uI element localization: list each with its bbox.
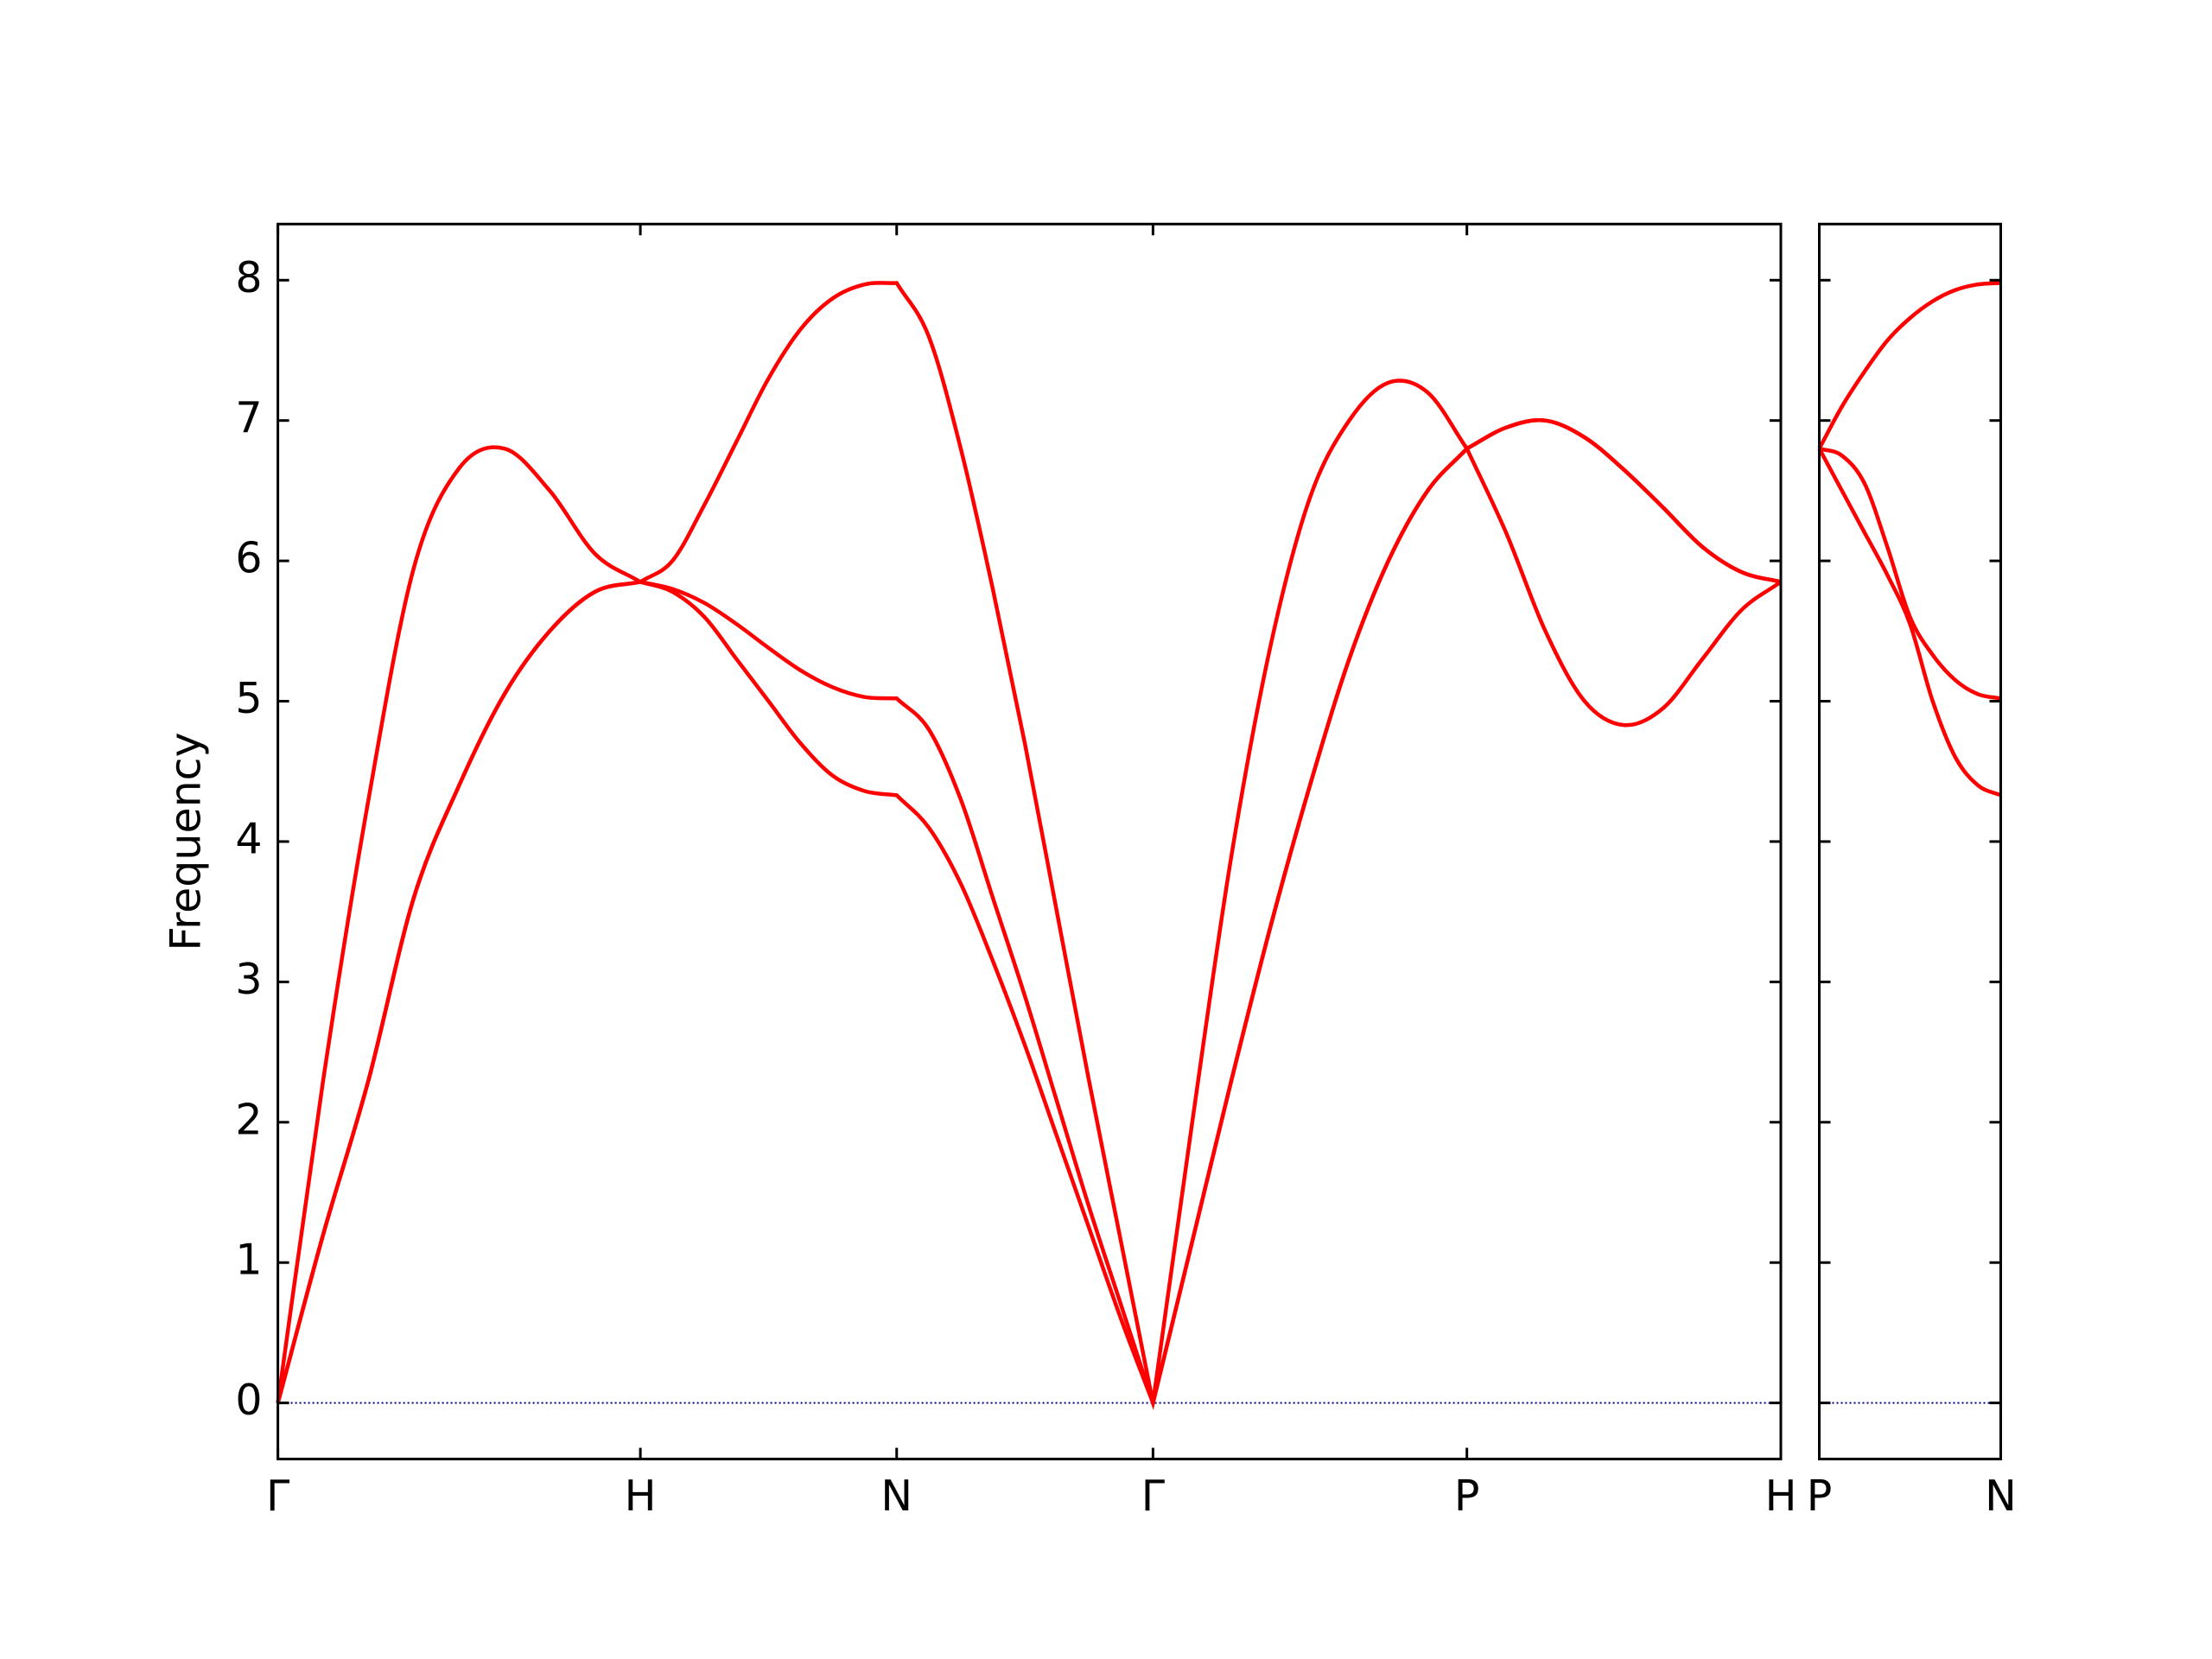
y-tick-label: 0 <box>235 1376 262 1425</box>
x-tick-label: Γ <box>266 1471 290 1521</box>
x-tick-label: H <box>1765 1471 1797 1521</box>
y-tick-label: 6 <box>235 534 262 583</box>
y-tick-label: 3 <box>235 955 262 1004</box>
y-axis-label: Frequency <box>162 732 211 950</box>
x-tick-label: P <box>1807 1471 1833 1521</box>
y-tick-label: 1 <box>235 1236 262 1285</box>
x-tick-label: N <box>1985 1471 2017 1521</box>
band-line <box>276 281 1782 1404</box>
y-tick-label: 2 <box>235 1095 262 1144</box>
band-line <box>276 445 1783 1410</box>
band-line <box>276 418 1782 1410</box>
x-tick-label: N <box>880 1471 912 1521</box>
y-tick-label: 5 <box>235 674 262 723</box>
plot-frame <box>1818 222 2002 1461</box>
band-line <box>1817 448 2002 798</box>
plot-frame <box>276 222 1783 1461</box>
x-tick-label: Γ <box>1141 1471 1166 1521</box>
y-tick-label: 8 <box>235 253 262 302</box>
x-tick-label: H <box>625 1471 657 1521</box>
x-tick-label: P <box>1454 1471 1480 1521</box>
band-line <box>1817 281 2001 450</box>
y-tick-label: 4 <box>235 814 262 863</box>
y-tick-label: 7 <box>235 393 262 442</box>
band-line <box>1818 447 2001 701</box>
